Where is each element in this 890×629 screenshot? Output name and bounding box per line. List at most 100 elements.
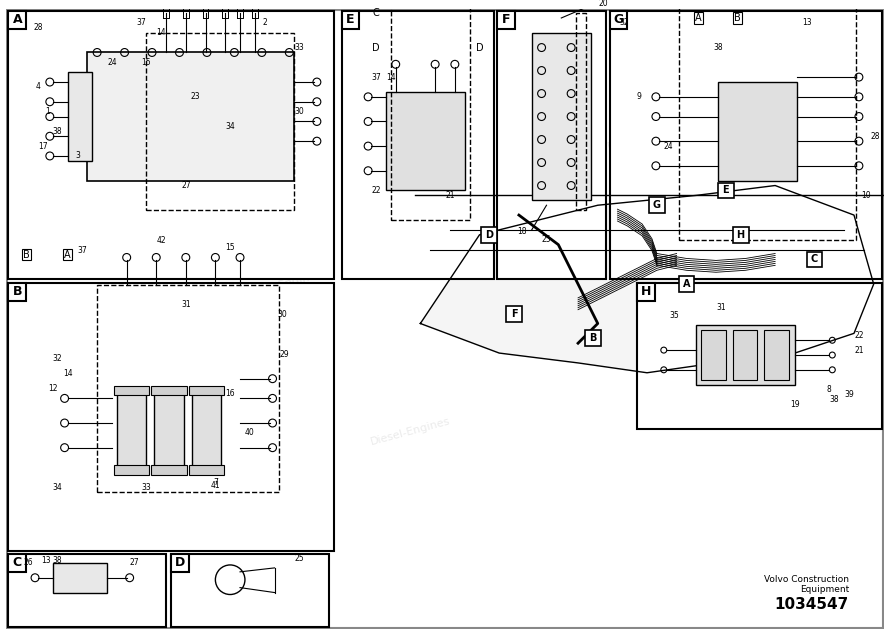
Bar [189,465,224,476]
Text: 42: 42 [157,237,166,245]
Text: 33: 33 [142,482,151,492]
Text: 10: 10 [861,191,870,200]
Bar [8,554,26,572]
Text: 9: 9 [636,92,642,101]
Text: F: F [511,309,517,319]
Bar [678,276,694,292]
Text: 35: 35 [670,311,679,320]
Text: 40: 40 [245,428,255,437]
Bar [610,11,627,29]
Text: C: C [12,557,22,569]
Text: F: F [502,13,510,26]
Text: 3: 3 [75,152,80,160]
Text: D: D [372,43,380,53]
Bar [8,554,166,627]
Bar [87,52,295,181]
Text: 23: 23 [190,92,200,101]
Bar [386,92,465,191]
Text: 4: 4 [36,82,40,91]
Text: 34: 34 [225,122,235,131]
Text: 30: 30 [295,107,304,116]
Text: 14: 14 [62,369,72,378]
Bar [191,394,222,467]
Bar [576,13,586,210]
Bar [718,82,797,181]
Text: 20: 20 [599,0,609,8]
Bar [391,3,470,220]
Bar [678,3,856,240]
Text: A: A [12,13,22,26]
Text: 22: 22 [371,186,381,195]
Text: H: H [737,230,745,240]
Text: B: B [23,250,29,260]
Text: 1: 1 [45,107,50,116]
Bar [97,285,279,492]
Text: 29: 29 [279,350,289,359]
Text: A: A [695,13,701,23]
Bar [171,554,189,572]
Text: 22: 22 [854,331,863,340]
Text: 19: 19 [790,400,800,409]
Text: 13: 13 [41,555,51,564]
Text: 38: 38 [53,555,62,564]
Bar [649,198,665,213]
Text: 15: 15 [225,243,235,252]
Bar [765,330,789,380]
Text: 25: 25 [542,235,551,244]
Bar [585,330,601,346]
Text: 37: 37 [77,246,87,255]
Bar [696,325,795,384]
Text: 32: 32 [53,355,62,364]
Text: 8: 8 [827,385,832,394]
Text: 37: 37 [371,72,381,82]
Bar [806,252,822,267]
Text: 31: 31 [181,300,190,309]
Text: 27: 27 [181,181,190,190]
Text: D: D [475,43,483,53]
Bar [506,306,522,321]
Bar [114,465,150,476]
Text: 1034547: 1034547 [775,597,849,612]
Bar [498,11,605,279]
Text: 21: 21 [445,191,455,200]
Text: 12: 12 [48,384,58,393]
Bar [481,227,498,243]
Text: 38: 38 [829,395,839,404]
Polygon shape [420,186,874,373]
Text: E: E [723,186,729,196]
Text: 25: 25 [295,554,304,562]
Text: 32: 32 [619,18,629,28]
Text: 26: 26 [23,559,33,567]
Bar [637,283,882,429]
Bar [8,283,26,301]
Text: C: C [373,8,379,18]
Text: 21: 21 [854,345,863,355]
Bar [8,283,334,551]
Bar [171,554,328,627]
Bar [498,11,515,29]
Text: 38: 38 [53,127,62,136]
Text: 38: 38 [713,43,723,52]
Bar [8,11,26,29]
Text: C: C [811,255,818,264]
Text: 14: 14 [157,28,166,37]
Bar [151,465,187,476]
Bar [8,11,334,279]
Bar [189,386,224,396]
Bar [68,72,93,161]
Text: 2: 2 [263,18,267,28]
Text: E: E [346,13,354,26]
Text: A: A [683,279,691,289]
Bar [146,33,295,210]
Text: 31: 31 [716,303,725,312]
Bar [53,563,107,593]
Text: 13: 13 [802,18,812,28]
Bar [610,11,882,279]
Text: B: B [734,13,741,23]
Text: H: H [641,286,651,298]
Bar [342,11,360,29]
Text: 27: 27 [130,559,140,567]
Bar [117,394,146,467]
Text: Volvo Construction
Equipment: Volvo Construction Equipment [764,575,849,594]
Bar [531,33,591,200]
